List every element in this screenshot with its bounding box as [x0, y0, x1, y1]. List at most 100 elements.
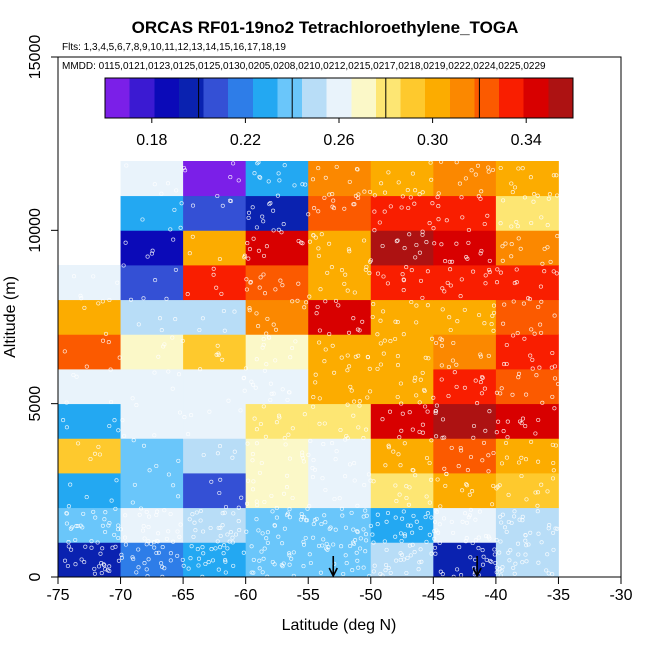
sample-point [316, 166, 321, 171]
x-tick-label: -60 [234, 587, 257, 604]
sample-point [103, 529, 108, 535]
sample-point [321, 537, 326, 542]
sample-point [357, 399, 362, 404]
sample-points [0, 159, 561, 579]
sample-point [132, 482, 137, 487]
sample-point [312, 518, 317, 523]
sample-point [269, 493, 274, 498]
x-axis: -75 -70 -65 -60 -55 -50 -45 -40 -35 -30 [46, 577, 633, 604]
sample-point [535, 509, 540, 514]
sample-point [463, 511, 468, 516]
sample-point [166, 529, 171, 534]
sample-point [64, 425, 69, 430]
sample-point [556, 381, 561, 387]
sample-point [395, 363, 401, 368]
sample-point [417, 250, 422, 255]
heatmap-cell [245, 438, 309, 474]
sample-point [423, 515, 428, 520]
sample-point [232, 309, 237, 314]
sample-point [439, 377, 444, 382]
sample-point [456, 464, 461, 469]
sample-point [112, 532, 117, 537]
sample-point [245, 478, 251, 483]
sample-point [147, 514, 152, 519]
sample-point [287, 551, 292, 556]
heatmap-cell [370, 334, 434, 370]
sample-point [384, 547, 389, 552]
sample-point [130, 500, 135, 505]
sample-point [371, 302, 376, 307]
sample-point [97, 452, 102, 457]
heatmap-cell [183, 195, 247, 231]
sample-point [251, 479, 256, 484]
sample-point [149, 251, 154, 256]
sample-point [481, 440, 487, 445]
sample-point [277, 178, 282, 183]
heatmap-cell [183, 438, 247, 474]
sample-point [254, 517, 259, 522]
sample-point [152, 370, 157, 375]
sample-point [159, 561, 164, 566]
sample-point [231, 563, 236, 568]
sample-point [504, 342, 509, 348]
sample-point [486, 453, 491, 458]
sample-point [257, 174, 262, 179]
sample-point [93, 515, 98, 520]
sample-point [459, 448, 464, 453]
sample-point [516, 375, 521, 380]
sample-point [198, 367, 203, 372]
sample-point [124, 163, 129, 168]
sample-point [270, 509, 275, 514]
sample-point [542, 246, 547, 251]
sample-point [351, 316, 356, 321]
sample-point [399, 401, 404, 406]
sample-point [386, 445, 391, 450]
sample-point [498, 539, 503, 544]
sample-point [100, 299, 105, 304]
sample-point [423, 404, 428, 409]
sample-point [144, 509, 149, 514]
sample-point [217, 490, 222, 496]
sample-point [355, 529, 360, 534]
sample-point [312, 206, 317, 211]
sample-point [551, 468, 556, 473]
sample-point [477, 312, 482, 318]
sample-point [535, 503, 540, 508]
sample-point [109, 399, 114, 405]
sample-point [438, 504, 443, 509]
x-tick-label: -40 [484, 587, 507, 604]
sample-point [300, 450, 305, 455]
sample-point [514, 267, 519, 272]
sample-point [250, 452, 255, 457]
sample-point [401, 278, 406, 283]
sample-point [342, 206, 347, 211]
sample-point [524, 543, 529, 548]
sample-point [450, 259, 455, 264]
flights-subtitle: Flts: 1,3,4,5,6,7,8,9,10,11,12,13,14,15,… [62, 42, 286, 53]
sample-point [252, 416, 257, 421]
sample-point [273, 358, 278, 363]
sample-point [458, 445, 463, 451]
sample-point [393, 515, 398, 520]
sample-point [411, 468, 416, 473]
sample-point [113, 544, 118, 549]
sample-point [190, 203, 196, 208]
sample-point [323, 487, 328, 493]
heatmap-cell [308, 161, 372, 197]
sample-point [115, 527, 121, 532]
sample-point [276, 413, 282, 418]
heatmap-cell [120, 265, 184, 301]
sample-point [476, 194, 481, 199]
sample-point [265, 316, 270, 321]
sample-point [532, 331, 537, 336]
sample-point [181, 165, 187, 171]
heatmap-cell [433, 507, 497, 543]
sample-point [341, 571, 346, 577]
sample-point [71, 274, 77, 279]
sample-point [256, 160, 261, 165]
sample-point [66, 544, 71, 549]
sample-point [420, 422, 425, 427]
sample-point [362, 483, 367, 488]
sample-point [152, 182, 157, 187]
sample-point [414, 393, 419, 398]
